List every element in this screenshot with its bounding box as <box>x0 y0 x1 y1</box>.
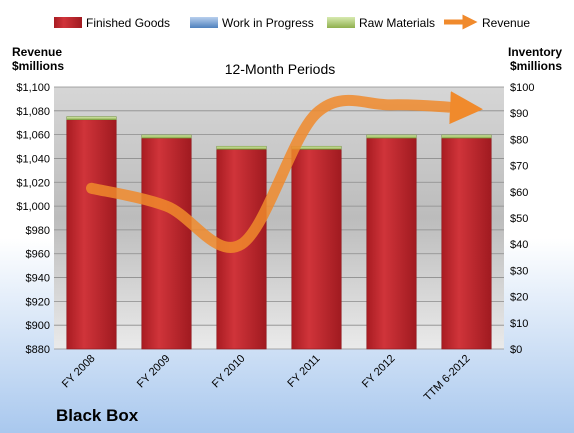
right-tick-label: $80 <box>510 134 528 146</box>
left-axis-title-line2: $millions <box>12 59 64 73</box>
chart-title: 12-Month Periods <box>225 61 336 77</box>
right-axis-title-line2: $millions <box>510 59 562 73</box>
company-name: Black Box <box>56 406 139 425</box>
left-tick-label: $980 <box>26 225 50 237</box>
left-tick-label: $1,020 <box>16 177 50 189</box>
left-tick-label: $1,040 <box>16 153 50 165</box>
legend-label-work-in-progress: Work in Progress <box>222 16 314 30</box>
left-tick-label: $1,000 <box>16 201 50 213</box>
right-axis-ticks: $0 $10 $20 $30 $40 $50 $60 $70 $80 $90 $100 <box>510 82 534 356</box>
legend-swatch-raw-materials <box>327 17 355 28</box>
left-tick-label: $900 <box>26 320 50 332</box>
left-axis-ticks: $880 $900 $920 $940 $960 $980 $1,000 $1,020 $1,0… <box>16 82 50 356</box>
bar-raw-materials <box>366 134 417 139</box>
bar-finished-goods <box>291 149 342 350</box>
legend: Finished Goods Work in Progress Raw Mate… <box>54 14 530 30</box>
right-tick-label: $30 <box>510 265 528 277</box>
right-tick-label: $10 <box>510 318 528 330</box>
right-tick-label: $20 <box>510 292 528 304</box>
bar-raw-materials <box>441 134 492 139</box>
revenue-line <box>86 91 483 253</box>
bar-raw-materials <box>66 116 117 121</box>
legend-label-finished-goods: Finished Goods <box>86 16 170 30</box>
left-tick-label: $1,080 <box>16 106 50 118</box>
right-tick-label: $70 <box>510 161 528 173</box>
right-tick-label: $50 <box>510 213 528 225</box>
left-tick-label: $880 <box>26 344 50 356</box>
plot-area <box>54 87 504 349</box>
left-tick-label: $920 <box>26 296 50 308</box>
legend-swatch-finished-goods <box>54 17 82 28</box>
bar-raw-materials <box>141 134 192 139</box>
bar-finished-goods <box>441 137 492 350</box>
bar-finished-goods <box>366 137 417 350</box>
right-tick-label: $90 <box>510 108 528 120</box>
bar-finished-goods <box>141 137 192 350</box>
left-axis-title-line1: Revenue <box>12 45 62 59</box>
right-tick-label: $60 <box>510 187 528 199</box>
right-tick-label: $100 <box>510 82 534 94</box>
revenue-line-group <box>86 91 483 253</box>
gridlines <box>54 86 504 350</box>
left-tick-label: $1,100 <box>16 82 50 94</box>
legend-label-revenue: Revenue <box>482 16 530 30</box>
left-tick-label: $940 <box>26 273 50 285</box>
legend-swatch-work-in-progress <box>190 17 218 28</box>
right-tick-label: $0 <box>510 344 522 356</box>
bar-raw-materials <box>216 145 267 150</box>
bar-finished-goods <box>66 119 117 350</box>
right-tick-label: $40 <box>510 239 528 251</box>
right-axis-title-line1: Inventory <box>508 45 562 59</box>
left-tick-label: $960 <box>26 249 50 261</box>
legend-label-raw-materials: Raw Materials <box>359 16 435 30</box>
left-tick-label: $1,060 <box>16 130 50 142</box>
